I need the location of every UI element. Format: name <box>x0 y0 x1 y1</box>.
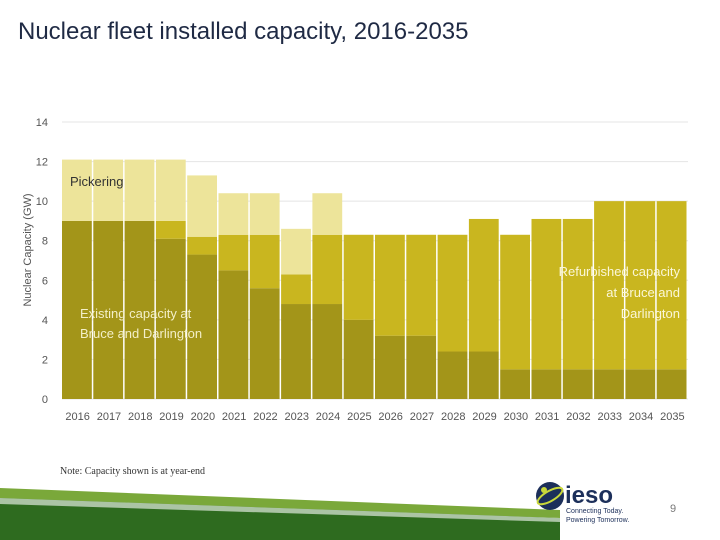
bar-segment-existing-2025 <box>343 319 374 399</box>
x-tick-label: 2021 <box>222 411 246 423</box>
x-tick-label: 2030 <box>504 411 528 423</box>
footnote: Note: Capacity shown is at year-end <box>60 466 206 477</box>
bar-segment-existing-2030 <box>500 369 530 399</box>
slide-title: Nuclear fleet installed capacity, 2016-2… <box>18 18 469 45</box>
logo-tagline-1: Connecting Today. <box>566 508 624 515</box>
bar-segment-pickering-2023 <box>281 228 311 275</box>
x-tick-label: 2033 <box>598 411 622 423</box>
x-tick-label: 2025 <box>347 411 371 423</box>
y-tick-label: 2 <box>42 354 48 366</box>
bar-segment-existing-2022 <box>249 288 280 399</box>
x-tick-label: 2023 <box>285 411 309 423</box>
y-axis-label: Nuclear Capacity (GW) <box>22 193 34 306</box>
bar-segment-existing-2021 <box>218 270 249 399</box>
bars <box>62 159 687 399</box>
annotation-refurb-2: at Bruce and <box>606 285 680 300</box>
bar-segment-refurbished-2025 <box>343 234 374 320</box>
logo-tagline-2: Powering Tomorrow. <box>566 517 630 524</box>
x-tick-label: 2032 <box>566 411 590 423</box>
bar-segment-existing-2020 <box>187 254 217 399</box>
bar-segment-existing-2032 <box>562 369 593 399</box>
bar-segment-refurbished-2035 <box>656 201 687 370</box>
x-tick-label: 2029 <box>472 411 496 423</box>
bar-segment-refurbished-2019 <box>155 220 186 239</box>
annotation-existing-2: Bruce and Darlington <box>80 326 202 341</box>
x-tick-label: 2018 <box>128 411 152 423</box>
annotation-pickering: Pickering <box>70 174 123 189</box>
bar-segment-existing-2019 <box>155 238 186 399</box>
bar-segment-pickering-2020 <box>187 175 217 237</box>
bar-segment-existing-2031 <box>531 369 562 399</box>
bar-segment-pickering-2017 <box>93 159 124 221</box>
bar-segment-existing-2027 <box>406 335 437 399</box>
footer-green-band <box>0 488 560 540</box>
bar-segment-refurbished-2029 <box>468 218 499 352</box>
bar-segment-refurbished-2024 <box>312 234 343 305</box>
y-tick-label: 0 <box>42 394 48 406</box>
bar-segment-pickering-2018 <box>124 159 155 221</box>
x-tick-label: 2031 <box>535 411 559 423</box>
bar-segment-existing-2026 <box>375 335 405 399</box>
y-tick-label: 14 <box>36 117 48 129</box>
x-tick-label: 2019 <box>159 411 183 423</box>
capacity-chart: 0 2 4 6 8 10 12 14 2016 2017 2018 2019 2020 2021 2022… <box>22 117 688 423</box>
x-tick-label: 2027 <box>410 411 434 423</box>
bar-segment-refurbished-2021 <box>218 234 249 271</box>
bar-segment-refurbished-2031 <box>531 218 562 370</box>
bar-segment-refurbished-2032 <box>562 218 593 370</box>
bar-segment-pickering-2022 <box>249 193 280 235</box>
bar-segment-pickering-2021 <box>218 193 249 235</box>
bar-segment-refurbished-2033 <box>594 201 624 370</box>
x-tick-label: 2022 <box>253 411 277 423</box>
bar-segment-existing-2028 <box>437 351 468 399</box>
annotation-existing-1: Existing capacity at <box>80 306 192 321</box>
x-tick-label: 2017 <box>97 411 121 423</box>
y-tick-label: 8 <box>42 236 48 248</box>
y-tick-labels: 0 2 4 6 8 10 12 14 <box>36 117 48 406</box>
x-tick-labels: 2016 2017 2018 2019 2020 2021 2022 2023 2024 2025… <box>65 411 684 423</box>
bar-segment-existing-2033 <box>594 369 624 399</box>
bar-segment-existing-2018 <box>124 220 155 399</box>
annotation-refurb-1: Refurbished capacity <box>559 264 681 279</box>
bar-segment-refurbished-2020 <box>187 236 217 255</box>
x-tick-label: 2028 <box>441 411 465 423</box>
x-tick-label: 2016 <box>65 411 89 423</box>
bar-segment-existing-2016 <box>62 220 92 399</box>
bar-segment-existing-2017 <box>93 220 124 399</box>
bar-segment-pickering-2024 <box>312 193 343 235</box>
page-number: 9 <box>670 503 677 515</box>
bar-segment-existing-2034 <box>625 369 656 399</box>
annotation-refurb-3: Darlington <box>621 306 680 321</box>
bar-segment-refurbished-2027 <box>406 234 437 336</box>
bar-segment-refurbished-2034 <box>625 201 656 370</box>
bar-segment-refurbished-2022 <box>249 234 280 289</box>
bar-segment-existing-2035 <box>656 369 687 399</box>
bar-segment-refurbished-2023 <box>281 274 311 305</box>
bar-segment-refurbished-2026 <box>375 234 405 336</box>
bar-segment-existing-2029 <box>468 351 499 399</box>
bar-segment-pickering-2019 <box>155 159 186 221</box>
y-tick-label: 6 <box>42 275 48 287</box>
bar-segment-existing-2024 <box>312 304 343 399</box>
bar-segment-refurbished-2030 <box>500 234 530 370</box>
logo-wordmark: ieso <box>565 482 614 509</box>
y-tick-label: 10 <box>36 196 48 208</box>
x-tick-label: 2026 <box>378 411 402 423</box>
x-tick-label: 2034 <box>629 411 653 423</box>
y-tick-label: 12 <box>36 157 48 169</box>
bar-segment-refurbished-2028 <box>437 234 468 352</box>
bar-segment-existing-2023 <box>281 304 311 399</box>
x-tick-label: 2020 <box>191 411 215 423</box>
bar-segment-pickering-2016 <box>62 159 92 221</box>
x-tick-label: 2035 <box>660 411 684 423</box>
y-tick-label: 4 <box>42 315 48 327</box>
x-tick-label: 2024 <box>316 411 340 423</box>
ieso-logo <box>536 482 564 510</box>
